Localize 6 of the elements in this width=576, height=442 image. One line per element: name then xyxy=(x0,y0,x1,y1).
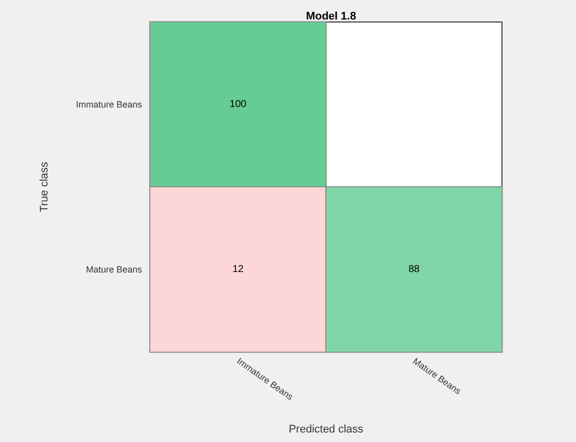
data-label: 100 xyxy=(230,99,247,110)
chart-title: Model 1.8 xyxy=(306,10,356,22)
data-label: 88 xyxy=(408,264,420,275)
data-label: 12 xyxy=(232,264,244,275)
x-axis-title: Predicted class xyxy=(288,424,364,436)
y-axis-title: True class xyxy=(38,161,50,212)
